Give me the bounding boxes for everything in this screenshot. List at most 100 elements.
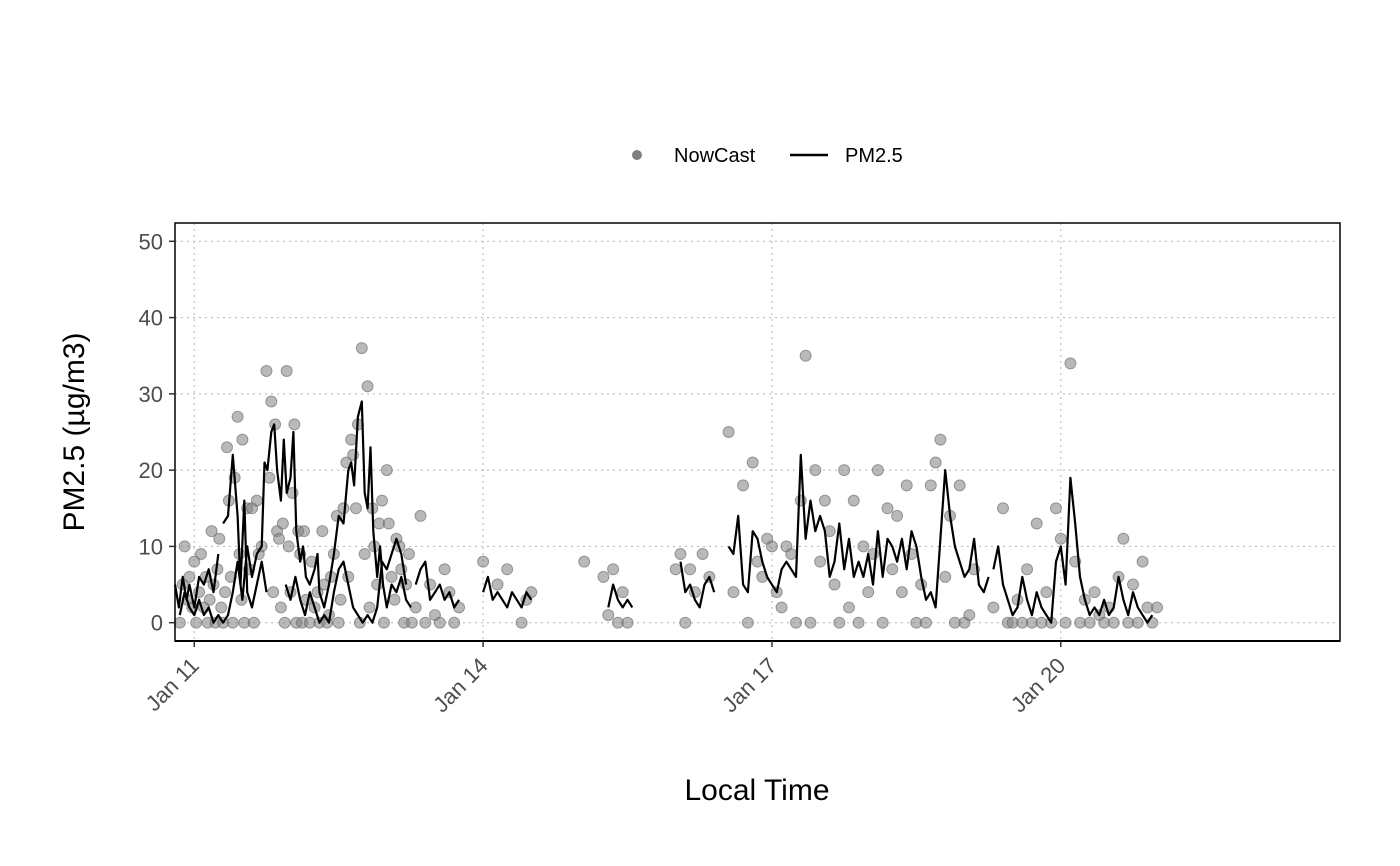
nowcast-point: [224, 570, 237, 583]
nowcast-point: [363, 601, 376, 614]
nowcast-point: [857, 540, 870, 553]
y-tick-label: 50: [139, 229, 163, 254]
nowcast-point: [602, 609, 615, 622]
nowcast-point: [267, 586, 280, 599]
nowcast-point: [276, 517, 289, 530]
pm25-line-segment: [414, 560, 460, 609]
nowcast-point: [1131, 616, 1144, 629]
nowcast-point: [679, 616, 692, 629]
nowcast-point: [871, 464, 884, 477]
nowcast-point: [358, 548, 371, 561]
nowcast-point: [183, 570, 196, 583]
nowcast-point: [250, 494, 263, 507]
nowcast-point: [247, 616, 260, 629]
nowcast-point: [1107, 616, 1120, 629]
nowcast-point: [847, 494, 860, 507]
nowcast-point: [438, 563, 451, 576]
nowcast-point: [382, 517, 395, 530]
pm25-line-segment: [992, 476, 1154, 624]
nowcast-point: [804, 616, 817, 629]
nowcast-point: [790, 616, 803, 629]
nowcast-point: [433, 616, 446, 629]
nowcast-point: [1021, 563, 1034, 576]
nowcast-point: [280, 364, 293, 377]
nowcast-point: [226, 616, 239, 629]
nowcast-point: [818, 494, 831, 507]
nowcast-point: [722, 426, 735, 438]
legend: NowCast PM2.5: [632, 145, 903, 167]
pm25-line-segment: [178, 400, 412, 624]
nowcast-point: [298, 525, 311, 538]
nowcast-point: [361, 380, 374, 393]
y-tick-label: 0: [151, 611, 163, 636]
nowcast-point: [987, 601, 1000, 614]
nowcast-point: [939, 570, 952, 583]
nowcast-point: [220, 441, 233, 454]
nowcast-point: [402, 548, 415, 561]
pm25-line-segment: [222, 453, 268, 609]
nowcast-point: [1040, 586, 1053, 599]
nowcast-point: [316, 525, 329, 538]
nowcast-point: [278, 616, 291, 629]
nowcast-point: [1059, 616, 1072, 629]
nowcast-point: [385, 570, 398, 583]
x-tick-label: Jan 11: [141, 653, 204, 716]
nowcast-point: [414, 509, 427, 522]
y-tick-label: 40: [139, 306, 163, 331]
nowcast-point: [669, 563, 682, 576]
nowcast-point: [334, 593, 347, 606]
legend-label-nowcast: NowCast: [674, 145, 756, 167]
pm25-line-segment: [173, 553, 220, 609]
nowcast-point: [263, 471, 276, 484]
nowcast-point: [424, 578, 437, 591]
pm25-line-segment: [607, 583, 634, 609]
nowcast-point: [833, 616, 846, 629]
nowcast-point: [178, 540, 191, 553]
pm25-line-segment: [482, 575, 533, 609]
nowcast-point: [881, 502, 894, 515]
y-axis-title: PM2.5 (µg/m3): [58, 333, 91, 532]
nowcast-point: [727, 586, 740, 599]
nowcast-point: [219, 586, 232, 599]
nowcast-point: [188, 555, 201, 568]
nowcast-point: [376, 494, 389, 507]
nowcast-point: [274, 601, 287, 614]
pm25-line-segment: [679, 561, 716, 609]
nowcast-point: [929, 456, 942, 469]
nowcast-point: [775, 601, 788, 614]
nowcast-point: [380, 464, 393, 477]
nowcast-points: [173, 342, 1164, 629]
nowcast-point: [1064, 357, 1077, 370]
nowcast-point: [891, 509, 904, 522]
y-tick-label: 30: [139, 382, 163, 407]
nowcast-point: [876, 616, 889, 629]
nowcast-point: [919, 616, 932, 629]
nowcast-point: [616, 586, 629, 599]
nowcast-point: [746, 456, 759, 469]
nowcast-point: [409, 601, 422, 614]
nowcast-point: [515, 616, 528, 629]
nowcast-point: [814, 555, 827, 568]
nowcast-point: [288, 418, 301, 431]
nowcast-point: [852, 616, 865, 629]
nowcast-point: [1083, 616, 1096, 629]
nowcast-point: [1030, 517, 1043, 530]
nowcast-point: [345, 433, 358, 446]
nowcast-point: [953, 479, 966, 492]
x-tick-label: Jan 14: [428, 653, 492, 717]
nowcast-point: [1054, 532, 1067, 545]
grid: [175, 223, 1340, 641]
nowcast-point: [173, 616, 186, 629]
nowcast-point: [578, 555, 591, 568]
nowcast-point: [741, 616, 754, 629]
pm25-lines: [173, 400, 1154, 624]
nowcast-point: [405, 616, 418, 629]
nowcast-point: [1136, 555, 1149, 568]
x-axis-title: Local Time: [684, 774, 829, 807]
x-tick-label: Jan 17: [717, 653, 781, 717]
nowcast-point: [785, 548, 798, 561]
legend-label-pm25: PM2.5: [845, 145, 903, 167]
nowcast-point: [597, 570, 610, 583]
nowcast-point: [501, 563, 514, 576]
